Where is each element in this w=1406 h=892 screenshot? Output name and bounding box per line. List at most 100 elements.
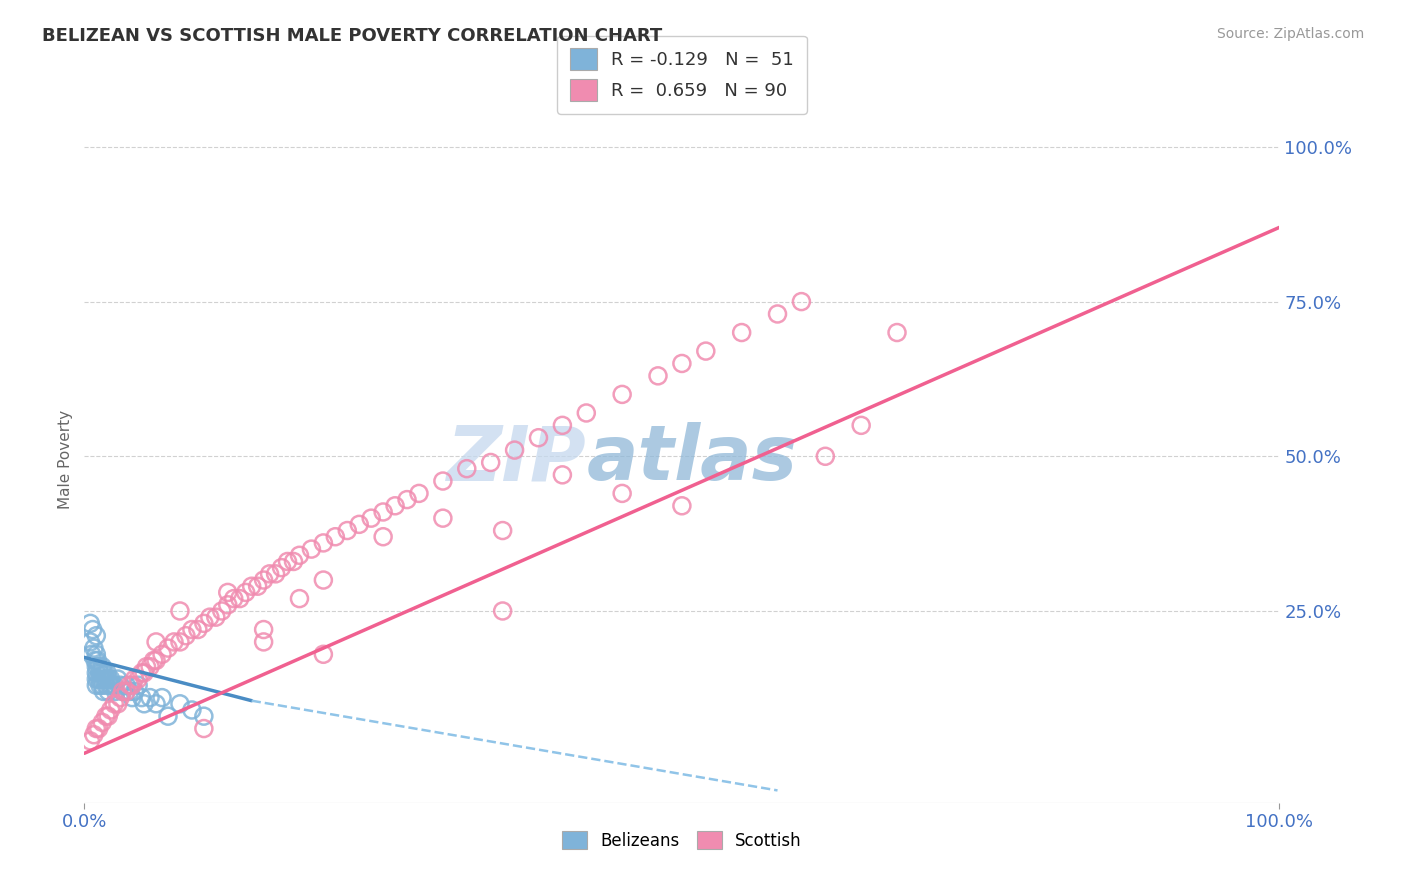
Point bbox=[107, 697, 129, 711]
Point bbox=[240, 579, 263, 593]
Text: BELIZEAN VS SCOTTISH MALE POVERTY CORRELATION CHART: BELIZEAN VS SCOTTISH MALE POVERTY CORREL… bbox=[42, 27, 662, 45]
Point bbox=[157, 641, 180, 656]
Point bbox=[80, 648, 103, 662]
Point bbox=[83, 728, 105, 742]
Point bbox=[163, 635, 186, 649]
Point bbox=[93, 665, 115, 680]
Point bbox=[671, 356, 693, 370]
Point bbox=[647, 368, 669, 383]
Point bbox=[132, 697, 156, 711]
Point bbox=[111, 684, 134, 698]
Point bbox=[91, 678, 114, 692]
Point bbox=[373, 530, 395, 544]
Point bbox=[527, 431, 550, 445]
Point bbox=[104, 684, 127, 698]
Point bbox=[145, 653, 167, 667]
Point bbox=[253, 623, 276, 637]
Point bbox=[181, 703, 204, 717]
Point bbox=[312, 648, 335, 662]
Point bbox=[360, 511, 382, 525]
Point bbox=[211, 604, 233, 618]
Point bbox=[94, 672, 117, 686]
Point bbox=[551, 418, 574, 433]
Point bbox=[91, 715, 114, 730]
Point bbox=[503, 443, 526, 458]
Point bbox=[851, 418, 873, 433]
Point bbox=[118, 678, 141, 692]
Point bbox=[135, 659, 157, 673]
Point bbox=[246, 579, 269, 593]
Legend: Belizeans, Scottish: Belizeans, Scottish bbox=[555, 825, 808, 856]
Point bbox=[97, 684, 120, 698]
Point bbox=[277, 554, 299, 568]
Point bbox=[695, 344, 717, 359]
Point bbox=[79, 616, 101, 631]
Point bbox=[124, 672, 146, 686]
Point bbox=[456, 461, 478, 475]
Point bbox=[253, 573, 276, 587]
Point bbox=[301, 542, 323, 557]
Point bbox=[181, 623, 204, 637]
Point bbox=[79, 635, 101, 649]
Point bbox=[93, 684, 115, 698]
Point bbox=[132, 665, 156, 680]
Point bbox=[86, 672, 108, 686]
Point bbox=[270, 560, 292, 574]
Point bbox=[193, 616, 215, 631]
Point bbox=[612, 486, 634, 500]
Point bbox=[115, 678, 138, 692]
Point bbox=[96, 665, 118, 680]
Point bbox=[336, 524, 359, 538]
Point bbox=[492, 524, 515, 538]
Point bbox=[91, 665, 114, 680]
Point bbox=[107, 672, 129, 686]
Point bbox=[288, 549, 311, 563]
Point bbox=[79, 734, 101, 748]
Point bbox=[288, 591, 311, 606]
Point bbox=[131, 665, 153, 680]
Point bbox=[169, 697, 191, 711]
Point bbox=[325, 530, 347, 544]
Point bbox=[432, 474, 454, 488]
Point bbox=[121, 690, 143, 705]
Point bbox=[479, 455, 502, 469]
Point bbox=[94, 678, 117, 692]
Point bbox=[312, 536, 335, 550]
Point bbox=[139, 690, 162, 705]
Point bbox=[121, 678, 143, 692]
Point bbox=[235, 585, 257, 599]
Point bbox=[127, 672, 149, 686]
Point bbox=[111, 684, 134, 698]
Point bbox=[373, 505, 395, 519]
Point bbox=[82, 623, 104, 637]
Point bbox=[87, 722, 110, 736]
Point bbox=[86, 629, 108, 643]
Point bbox=[253, 635, 276, 649]
Point bbox=[198, 610, 221, 624]
Point bbox=[86, 659, 108, 673]
Point bbox=[283, 554, 305, 568]
Point bbox=[86, 678, 108, 692]
Point bbox=[217, 598, 239, 612]
Point bbox=[432, 511, 454, 525]
Point bbox=[131, 690, 153, 705]
Point bbox=[90, 672, 112, 686]
Point bbox=[766, 307, 789, 321]
Point bbox=[100, 672, 122, 686]
Point bbox=[86, 648, 108, 662]
Point bbox=[94, 709, 117, 723]
Point bbox=[259, 566, 281, 581]
Point bbox=[169, 604, 191, 618]
Point bbox=[145, 635, 167, 649]
Point bbox=[731, 326, 754, 340]
Point bbox=[814, 450, 837, 464]
Point bbox=[110, 678, 132, 692]
Point bbox=[86, 722, 108, 736]
Y-axis label: Male Poverty: Male Poverty bbox=[58, 409, 73, 509]
Point bbox=[87, 672, 110, 686]
Point bbox=[396, 492, 419, 507]
Point bbox=[115, 684, 138, 698]
Point bbox=[222, 591, 245, 606]
Point bbox=[205, 610, 228, 624]
Point bbox=[83, 641, 105, 656]
